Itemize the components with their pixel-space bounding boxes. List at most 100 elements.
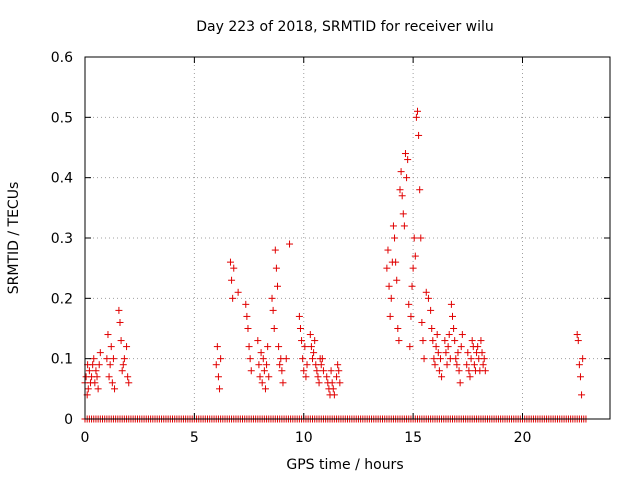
data-point <box>254 337 262 345</box>
data-point <box>259 355 267 363</box>
data-point <box>257 349 265 357</box>
data-point <box>573 331 581 339</box>
data-point <box>575 361 583 369</box>
data-point <box>579 355 587 363</box>
data-point <box>419 337 427 345</box>
data-point <box>411 252 419 260</box>
data-point <box>314 373 322 381</box>
data-point <box>444 343 452 351</box>
data-point <box>275 343 283 351</box>
data-point <box>578 391 586 399</box>
data-point <box>398 192 406 200</box>
data-point <box>89 361 97 369</box>
x-tick-label: 20 <box>514 430 532 446</box>
data-point <box>409 264 417 272</box>
data-point <box>120 355 128 363</box>
data-point <box>246 355 254 363</box>
data-point <box>400 222 408 230</box>
data-point <box>279 379 287 387</box>
data-point <box>428 325 436 332</box>
data-point <box>420 355 428 363</box>
x-tick-label: 5 <box>190 430 199 446</box>
y-tick-label: 0.3 <box>51 231 73 247</box>
y-tick-label: 0.1 <box>51 352 73 368</box>
data-point <box>307 343 315 351</box>
data-point <box>328 379 336 387</box>
data-point <box>109 355 117 363</box>
data-point <box>213 343 221 351</box>
data-point <box>234 288 242 296</box>
data-point <box>394 325 402 332</box>
data-point <box>410 234 418 242</box>
data-point <box>90 355 98 363</box>
data-point <box>264 343 272 351</box>
data-point <box>91 379 99 387</box>
data-point <box>336 379 344 387</box>
data-point <box>243 312 251 320</box>
data-point <box>451 337 459 345</box>
data-point <box>226 258 234 266</box>
data-point <box>295 312 303 320</box>
data-point <box>455 367 463 375</box>
data-point <box>466 373 474 381</box>
data-point <box>116 318 124 326</box>
data-point <box>405 300 413 308</box>
data-point <box>125 379 133 387</box>
data-point <box>463 361 471 369</box>
data-point <box>385 282 393 290</box>
data-point <box>574 337 582 345</box>
data-point <box>333 373 341 381</box>
data-point <box>92 367 100 375</box>
data-point <box>256 373 264 381</box>
data-point <box>302 373 310 381</box>
data-point <box>330 391 338 399</box>
data-point <box>212 361 220 369</box>
data-point <box>401 150 409 158</box>
data-point <box>433 331 441 339</box>
data-point <box>258 379 266 387</box>
data-point <box>124 373 132 381</box>
data-point <box>417 234 425 242</box>
data-point <box>416 186 424 194</box>
data-point <box>301 343 309 351</box>
data-point <box>106 361 114 369</box>
data-point <box>442 349 450 357</box>
data-point <box>260 367 268 375</box>
data-point <box>299 355 307 363</box>
data-point <box>386 312 394 320</box>
data-point <box>443 361 451 369</box>
data-point <box>317 361 325 369</box>
data-point <box>216 385 224 393</box>
chart-title: Day 223 of 2018, SRMTID for receiver wil… <box>196 19 494 35</box>
data-point <box>93 373 101 381</box>
data-point <box>403 174 411 182</box>
data-point <box>424 294 432 302</box>
data-point <box>387 294 395 302</box>
data-points <box>81 107 590 423</box>
data-point <box>480 355 488 363</box>
data-point <box>481 367 489 375</box>
data-point <box>436 355 444 363</box>
data-point <box>318 355 326 363</box>
data-point <box>408 282 416 290</box>
data-point <box>119 361 127 369</box>
data-point <box>286 240 294 248</box>
x-tick-label: 10 <box>295 430 313 446</box>
data-point <box>329 385 337 393</box>
x-axis-label: GPS time / hours <box>286 457 403 473</box>
data-point <box>389 222 397 230</box>
data-point <box>278 367 286 375</box>
data-point <box>432 343 440 351</box>
data-point <box>117 337 125 345</box>
data-point <box>108 379 116 387</box>
data-point <box>452 355 460 363</box>
data-point <box>244 325 252 332</box>
y-tick-label: 0.4 <box>51 171 73 187</box>
data-point <box>84 385 92 393</box>
data-point <box>414 107 421 115</box>
data-point <box>412 113 420 121</box>
data-point <box>396 186 404 194</box>
data-point <box>453 361 461 369</box>
data-point <box>431 361 439 369</box>
